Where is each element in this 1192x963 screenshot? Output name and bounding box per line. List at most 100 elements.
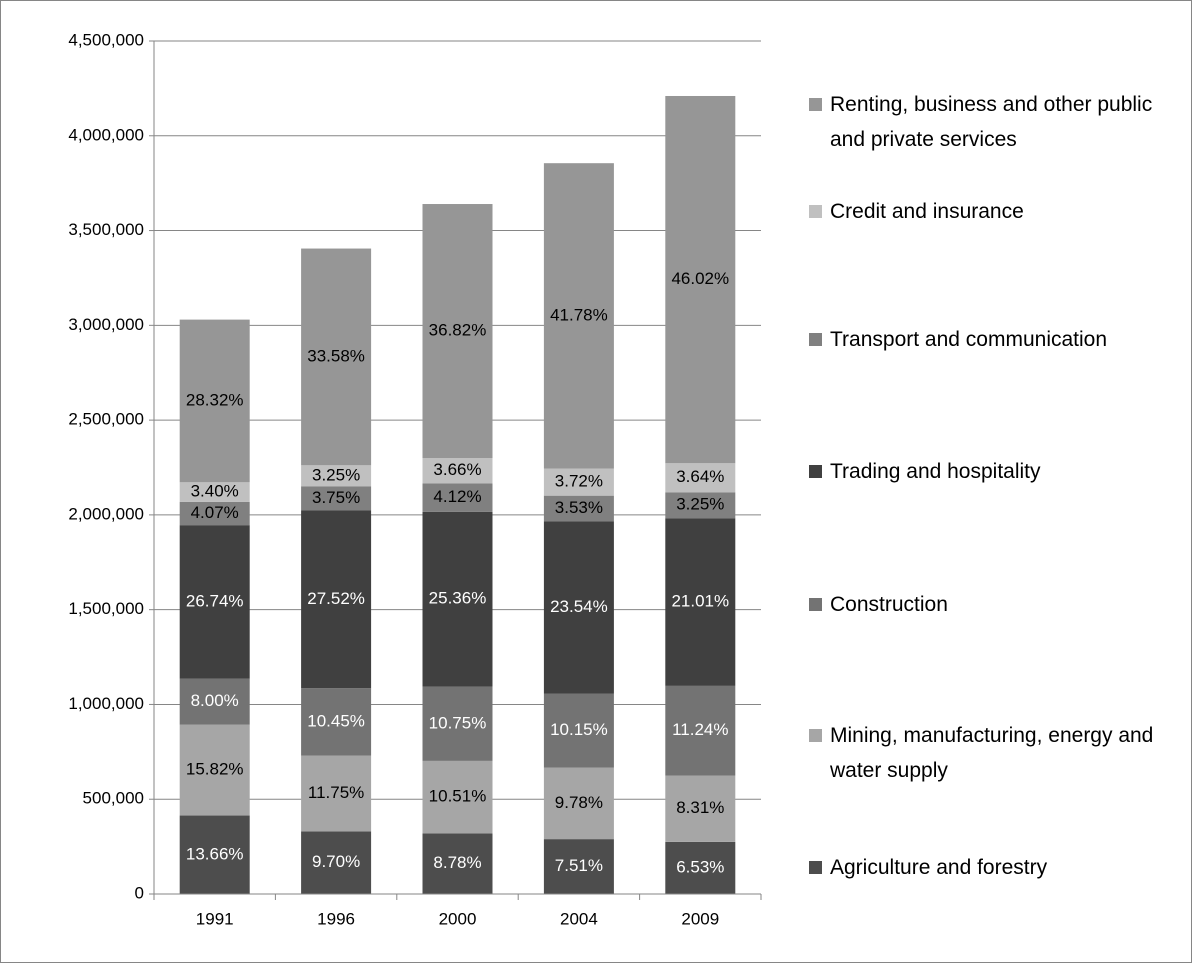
data-label: 27.52% [307,589,365,608]
data-label: 11.24% [672,720,728,739]
legend-swatch [809,598,822,611]
bar-segment [179,815,250,894]
legend-item: Agriculture and forestry [809,850,1179,885]
data-label: 28.32% [186,390,244,409]
data-label: 23.54% [550,597,608,616]
legend-item: Credit and insurance [809,194,1179,229]
data-label: 10.45% [307,711,365,730]
y-tick-label: 2,500,000 [68,410,144,429]
bar-segment [543,693,614,768]
data-label: 10.51% [429,787,487,806]
data-label: 26.74% [186,591,244,610]
chart: 0 500,000 1,000,000 1,500,000 2,000,000 2,500… [68,30,762,928]
bar-segment [665,518,736,686]
data-label: 36.82% [429,321,487,340]
legend-swatch [809,729,822,742]
y-tick-label: 1,500,000 [68,599,144,618]
data-label: 4.07% [191,503,239,522]
legend-label: Mining, manufacturing, energy and water … [830,724,1154,782]
data-label: 4.12% [433,487,481,506]
y-tick-label: 1,000,000 [68,694,144,713]
bar-segment [665,685,736,776]
legend-item: Construction [809,587,1179,622]
bar-segment [301,510,372,689]
bar-segment [179,319,250,483]
data-label: 41.78% [550,305,608,324]
legend-label: Credit and insurance [830,200,1024,223]
data-label: 15.82% [186,760,244,779]
legend-item: Mining, manufacturing, energy and water … [809,718,1179,788]
data-label: 7.51% [555,856,603,875]
data-label: 3.72% [555,472,603,491]
data-label: 3.64% [676,467,724,486]
x-tick-label: 2009 [681,909,719,928]
bar-segment [301,831,372,894]
y-tick-label: 4,500,000 [68,30,144,49]
data-label: 11.75% [308,783,364,802]
bar-segment [179,678,250,725]
legend-swatch [809,333,822,346]
y-tick-label: 500,000 [83,789,144,808]
bar-segment [543,521,614,694]
legend-label: Agriculture and forestry [830,856,1048,879]
bar-segment [665,463,736,493]
legend-swatch [809,861,822,874]
legend-item: Renting, business and other public and p… [809,87,1179,157]
bar-segment [422,760,493,834]
bar-segment [301,755,372,832]
data-label: 13.66% [186,844,244,863]
legend-swatch [809,465,822,478]
bar-segment [665,841,736,894]
bar-segment [301,486,372,511]
bar-segment [543,839,614,894]
bar-segment [665,95,736,464]
x-tick-label: 1991 [196,909,234,928]
y-tick-label: 3,000,000 [68,315,144,334]
y-tick-label: 0 [135,883,144,902]
data-label: 3.40% [191,482,239,501]
data-label: 33.58% [307,346,365,365]
data-label: 3.66% [433,460,481,479]
y-tick-label: 2,000,000 [68,504,144,523]
bar-segment [301,248,372,466]
data-label: 6.53% [676,857,724,876]
bar-segment [422,511,493,687]
data-label: 8.31% [676,798,724,817]
y-tick-label: 4,000,000 [68,125,144,144]
bar-segment [422,833,493,894]
data-label: 21.01% [671,592,729,611]
legend-label: Trading and hospitality [830,460,1041,483]
bar-segment [301,688,372,756]
data-label: 10.15% [550,720,608,739]
data-label: 8.78% [433,853,481,872]
bar-segment [422,204,493,459]
legend-label: Construction [830,593,948,616]
bar-segment [179,525,250,679]
legend-label: Transport and communication [830,328,1108,351]
data-label: 3.25% [676,495,724,514]
data-label: 9.70% [312,852,360,871]
data-label: 3.25% [312,465,360,484]
bar-segment [179,501,250,526]
bar-segment [301,465,372,487]
data-label: 3.75% [312,488,360,507]
data-label: 10.75% [429,713,487,732]
bar-segment [543,468,614,496]
bar-segment [179,724,250,816]
bar-segment [665,775,736,842]
legend-swatch [809,205,822,218]
legend-label: Renting, business and other public and p… [830,93,1153,151]
data-label: 46.02% [671,269,729,288]
x-tick-label: 2004 [560,909,598,928]
legend-item: Transport and communication [809,322,1179,357]
bar-segment [543,163,614,469]
bar-segment [665,492,736,519]
bar-segment [543,495,614,522]
data-label: 8.00% [191,691,239,710]
data-label: 9.78% [555,793,603,812]
bar-segment [422,458,493,484]
bar-segment [543,767,614,840]
legend-item: Trading and hospitality [809,454,1179,489]
x-tick-label: 2000 [439,909,477,928]
